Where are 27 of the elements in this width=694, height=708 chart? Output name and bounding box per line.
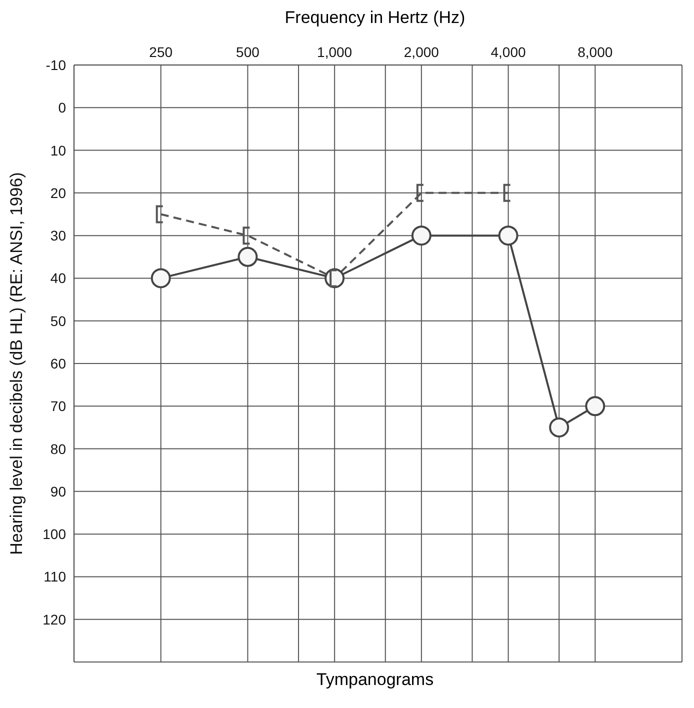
- text: Tympanograms: [315, 670, 435, 690]
- x-tick-label: 1,000: [317, 44, 352, 60]
- x-tick-label: 4,000: [490, 44, 526, 60]
- y-tick-label: 10: [50, 142, 66, 158]
- x-axis-title: Frequency in Hertz (Hz): [284, 8, 466, 29]
- y-tick-label: 90: [50, 483, 66, 500]
- x-tick-label: 2,000: [404, 44, 440, 60]
- y-tick-label: 100: [42, 526, 66, 542]
- y-tick-label: 30: [50, 228, 66, 244]
- point: [411, 226, 432, 246]
- y-tick-label: 70: [50, 398, 66, 414]
- y-tick-label: 60: [50, 356, 66, 372]
- point: [238, 246, 258, 267]
- y-axis-title: Hearing level in decibels (dB HL) (RE: ANSI, 1996): [7, 172, 26, 555]
- point: [150, 268, 171, 288]
- y-tick-label: 120: [42, 611, 66, 628]
- y-tick-label: 110: [44, 568, 66, 585]
- y-tick-label: 0: [58, 100, 66, 116]
- y-tick-label: 50: [50, 312, 66, 329]
- y-tick-label: 40: [50, 270, 66, 286]
- x-tick-label: 500: [236, 44, 260, 60]
- y-tick-label: 80: [50, 440, 66, 457]
- x-tick-label: 250: [149, 44, 173, 60]
- x-tick-label: 8,000: [578, 44, 613, 60]
- y-tick-label: -10: [46, 57, 66, 73]
- y-tick-label: 20: [50, 184, 66, 201]
- point: [498, 226, 518, 246]
